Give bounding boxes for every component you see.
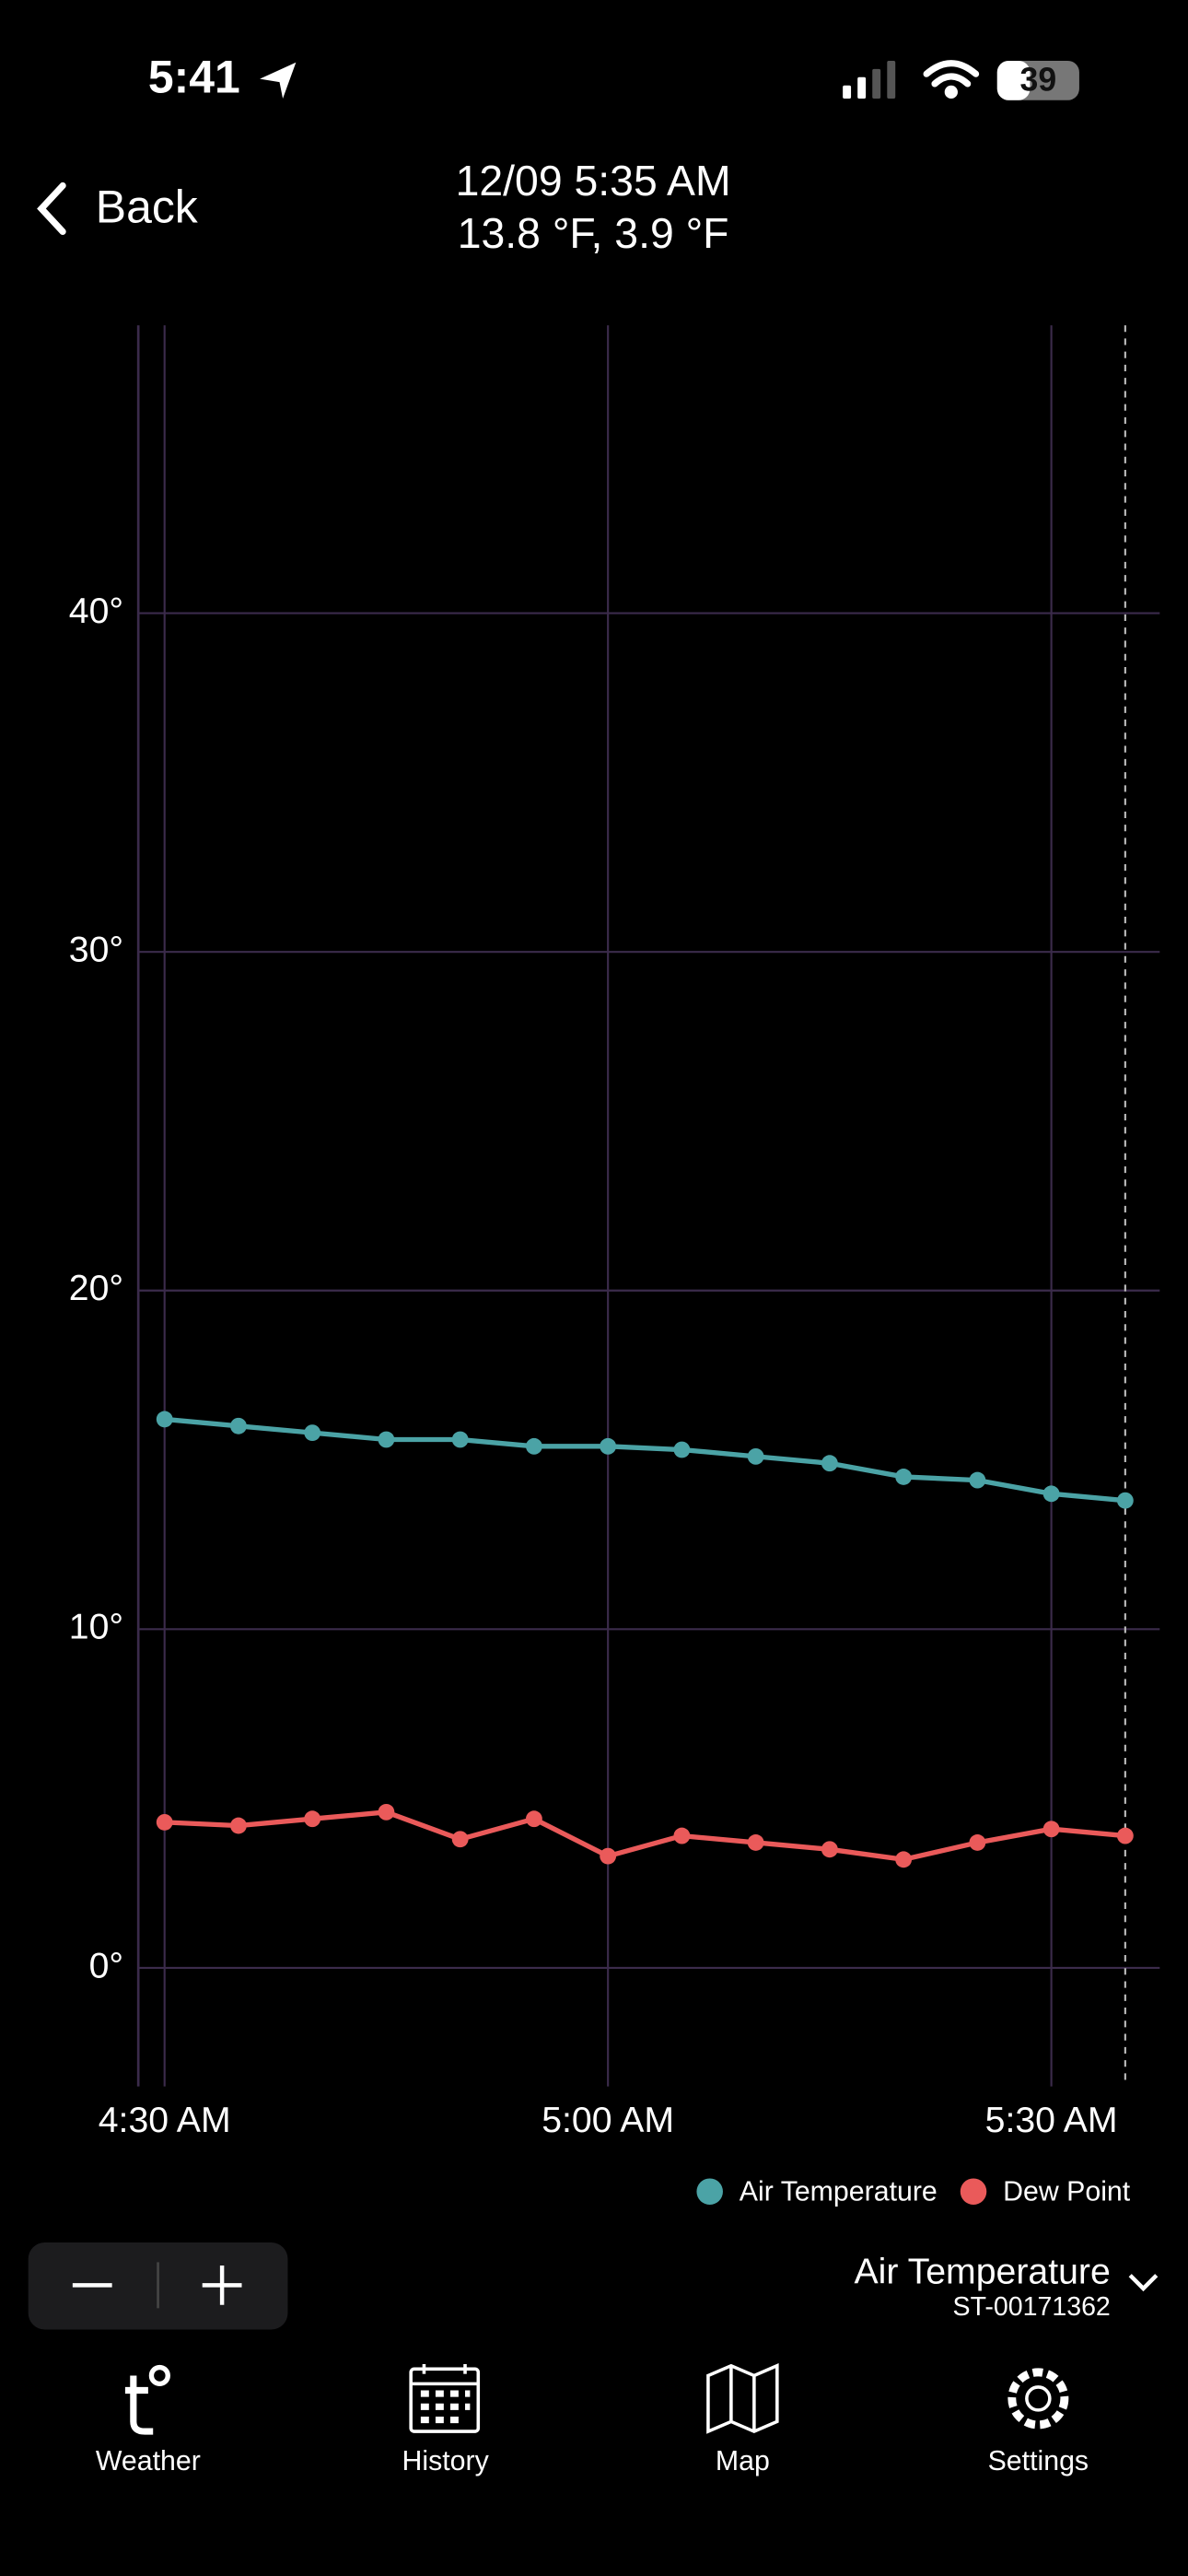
tab-label[interactable]: Map: [716, 2446, 770, 2476]
data-point: [821, 1841, 838, 1858]
data-point: [1042, 1485, 1060, 1503]
data-point: [451, 1431, 469, 1448]
signal-icon: [843, 60, 896, 99]
data-point: [747, 1834, 764, 1851]
data-point: [1042, 1821, 1060, 1838]
metric-selector[interactable]: Air Temperature: [855, 2251, 1111, 2291]
series-line: [164, 1416, 1126, 1504]
series-line: [164, 1809, 1126, 1863]
header-subtitle: 13.8 °F, 3.9 °F: [458, 209, 729, 257]
x-tick-label: 4:30 AM: [99, 2100, 231, 2140]
zoom-in[interactable]: [202, 2265, 242, 2305]
data-point: [1116, 1827, 1134, 1844]
location-icon: [260, 62, 297, 99]
y-tick-label: 40°: [69, 591, 123, 631]
y-tick-label: 30°: [69, 929, 123, 969]
tab-label[interactable]: Settings: [988, 2446, 1089, 2476]
data-point: [304, 1810, 321, 1828]
tab-icons: [124, 2363, 1069, 2435]
data-point: [821, 1455, 838, 1472]
data-point: [156, 1813, 173, 1831]
selector-chevron[interactable]: [1128, 2274, 1159, 2292]
wifi-icon: [923, 60, 980, 99]
data-point: [378, 1431, 395, 1448]
data-point: [525, 1810, 542, 1828]
data-point: [600, 1847, 617, 1865]
data-point: [895, 1851, 913, 1868]
header-title: 12/09 5:35 AM: [456, 157, 731, 205]
data-point: [230, 1817, 247, 1834]
y-tick-label: 20°: [69, 1268, 123, 1308]
data-point: [525, 1437, 542, 1455]
y-tick-label: 10°: [69, 1607, 123, 1647]
data-point: [969, 1471, 986, 1489]
tab-label[interactable]: History: [402, 2446, 489, 2476]
clock: 5:41: [148, 52, 240, 103]
data-point: [895, 1469, 913, 1485]
data-point: [673, 1441, 691, 1458]
legend-label: Dew Point: [1003, 2177, 1131, 2207]
back-chevron[interactable]: [37, 181, 66, 235]
data-point: [1116, 1492, 1134, 1509]
data-point: [673, 1827, 691, 1844]
legend-swatch: [696, 2178, 723, 2206]
tab-label[interactable]: Weather: [96, 2446, 201, 2476]
battery-text: 39: [1020, 62, 1057, 99]
tab-bar: Weather History Map Settings: [96, 2446, 1089, 2476]
data-point: [378, 1803, 395, 1821]
y-tick-label: 0°: [89, 1945, 124, 1985]
data-point: [230, 1417, 247, 1434]
chart: 0° 10° 20° 30° 40° 4:30 AM 5:00 AM 5:30 AM Dew P…: [69, 325, 1160, 2207]
data-point: [304, 1424, 321, 1442]
back-button[interactable]: Back: [96, 181, 199, 232]
x-tick-label: 5:00 AM: [542, 2100, 674, 2140]
station-id: ST-00171362: [953, 2292, 1111, 2322]
data-point: [600, 1437, 617, 1455]
legend-label: Air Temperature: [740, 2177, 938, 2207]
data-point: [451, 1831, 469, 1848]
x-tick-label: 5:30 AM: [985, 2100, 1118, 2140]
data-point: [156, 1411, 173, 1428]
data-point: [747, 1447, 764, 1465]
data-point: [969, 1834, 986, 1851]
battery-level: [996, 60, 1031, 100]
legend-swatch: [960, 2178, 987, 2206]
